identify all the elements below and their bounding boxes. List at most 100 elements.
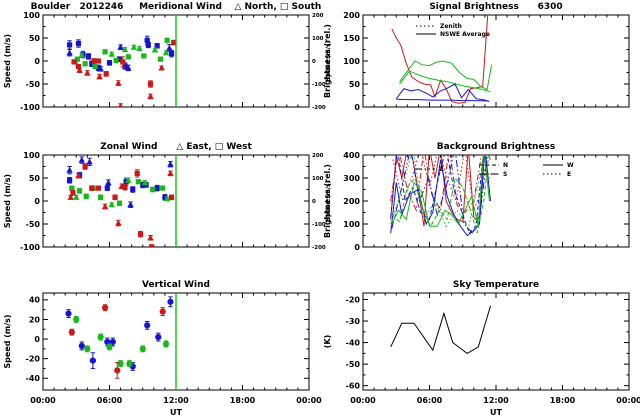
axis-text: -100 — [20, 103, 40, 112]
axis-text: 200 — [343, 197, 360, 206]
background-brightness-series-green-solid — [390, 155, 490, 227]
axis-text: 100 — [23, 151, 40, 160]
axis-text: 100 — [312, 176, 324, 182]
meridional-wind-series-south-blue — [67, 35, 175, 72]
axis-text: 100 — [343, 220, 360, 229]
axis-text: Speed (m/s) — [3, 34, 12, 88]
background-brightness-series-blue-dashdotdot — [391, 155, 488, 235]
axis-text: 0 — [312, 59, 316, 65]
background-brightness-series-red-solid — [390, 155, 491, 227]
axis-text: -50 — [26, 220, 41, 229]
axis-text: Brightness (rel.) — [323, 164, 332, 238]
axis-text: 400 — [343, 151, 360, 160]
axis-text: Speed (m/s) — [325, 40, 332, 81]
panel-background-brightness: 400 300 200 100 0 Brightness (rel.) Z NS WE — [323, 151, 630, 252]
axis-text: -30 — [346, 317, 361, 326]
axis-text: 150 — [343, 34, 360, 43]
axis-text: 0 — [34, 197, 40, 206]
axis-text: 18:00 — [230, 396, 256, 405]
axis-text: 100 — [312, 36, 324, 42]
axis-text: 06:00 — [417, 396, 443, 405]
zonal-wind-series-east-red — [67, 170, 174, 241]
axis-text: NSWE Average — [440, 31, 490, 38]
plot-frame — [362, 14, 630, 108]
axis-text: 12:00 — [163, 396, 189, 405]
signal-brightness-series-red-1 — [391, 15, 489, 104]
background-brightness-series-blue-solid — [390, 155, 491, 237]
axis-text: 0 — [354, 243, 360, 252]
panel-signal-brightness: 200 150 100 50 0 Brightness (rel.) ZenithNSWE … — [323, 11, 630, 112]
vertical-wind-series-red — [68, 304, 166, 379]
axis-text: 0 — [354, 103, 360, 112]
axis-text: Speed (m/s) — [325, 180, 332, 221]
axis-text: 40 — [29, 296, 41, 305]
axis-text: 0 — [34, 335, 40, 344]
plot-frame — [362, 292, 630, 391]
meridional-wind-series-north-green — [78, 43, 170, 58]
axis-text: -40 — [346, 338, 361, 347]
axis-text: -60 — [346, 381, 361, 390]
axis-text: 0 — [34, 57, 40, 66]
signal-brightness-series-blue-2 — [396, 98, 489, 102]
axis-text: 00:00 — [296, 396, 322, 405]
axis-text: Speed (m/s) — [3, 314, 12, 368]
axis-text: 200 — [312, 153, 324, 159]
axis-text: 200 — [312, 13, 324, 19]
axis-text: 50 — [29, 34, 41, 43]
signal-brightness-series-blue-1 — [395, 83, 490, 102]
axis-text: 100 — [343, 57, 360, 66]
axis-text: -50 — [346, 360, 361, 369]
axis-text: 12:00 — [483, 396, 509, 405]
axis-text: -20 — [346, 295, 361, 304]
axis-text: -40 — [26, 374, 41, 383]
panel-sky-temperature: 00:00 06:00 12:00 18:00 00:00 UT -20 -30 -40 -50 -… — [323, 292, 640, 417]
axis-text: 06:00 — [97, 396, 123, 405]
axis-text: 50 — [349, 80, 361, 89]
axis-text: -50 — [26, 80, 41, 89]
axis-text: -20 — [26, 354, 41, 363]
signal-brightness-series-green-1 — [399, 60, 493, 91]
axis-text: -200 — [312, 245, 326, 251]
axis-text: UT — [490, 408, 502, 417]
axis-text: N — [503, 162, 508, 169]
signal-brightness-series-green-2 — [399, 70, 491, 93]
vertical-wind-series-blue — [65, 296, 174, 371]
axis-text: 100 — [23, 11, 40, 20]
axis-text: 20 — [29, 315, 41, 324]
axis-text: S — [503, 171, 507, 178]
axis-text: Brightness (rel.) — [323, 24, 332, 98]
panel-vertical-wind: 00:00 06:00 12:00 18:00 00:00 UT 40 20 0 -20 -40 Sp… — [3, 292, 322, 417]
axis-text: 50 — [29, 174, 41, 183]
background-brightness-legend: Z NS WE — [415, 162, 574, 178]
zonal-wind-series-east-blue — [66, 156, 174, 208]
axis-text: (K) — [323, 335, 332, 349]
axis-text: -100 — [312, 82, 326, 88]
sky-temperature-series-sky-temp — [390, 305, 491, 354]
axis-text: 00:00 — [616, 396, 640, 405]
zonal-wind-series-west-red — [70, 163, 175, 247]
axis-text: 18:00 — [550, 396, 576, 405]
axis-text: UT — [170, 408, 182, 417]
zonal-wind-series-west-green — [69, 179, 166, 207]
axis-text: 00:00 — [30, 396, 56, 405]
background-brightness-series-blue-dash — [390, 155, 486, 235]
axis-text: -200 — [312, 105, 326, 111]
axis-text: Zenith — [440, 23, 462, 30]
axis-text: W — [567, 162, 574, 169]
axis-text: 300 — [343, 174, 360, 183]
axis-text: 00:00 — [350, 396, 376, 405]
axis-text: Speed (m/s) — [3, 174, 12, 228]
meridional-wind-series-south-red — [71, 39, 177, 88]
background-brightness-series-green-dash — [391, 155, 490, 234]
axis-text: Z — [439, 166, 444, 173]
axis-text: -100 — [20, 243, 40, 252]
vertical-wind-series-green — [73, 316, 170, 367]
axis-text: 0 — [312, 199, 316, 205]
background-brightness-series-red-dashdot — [390, 155, 490, 214]
axis-text: E — [567, 171, 571, 178]
